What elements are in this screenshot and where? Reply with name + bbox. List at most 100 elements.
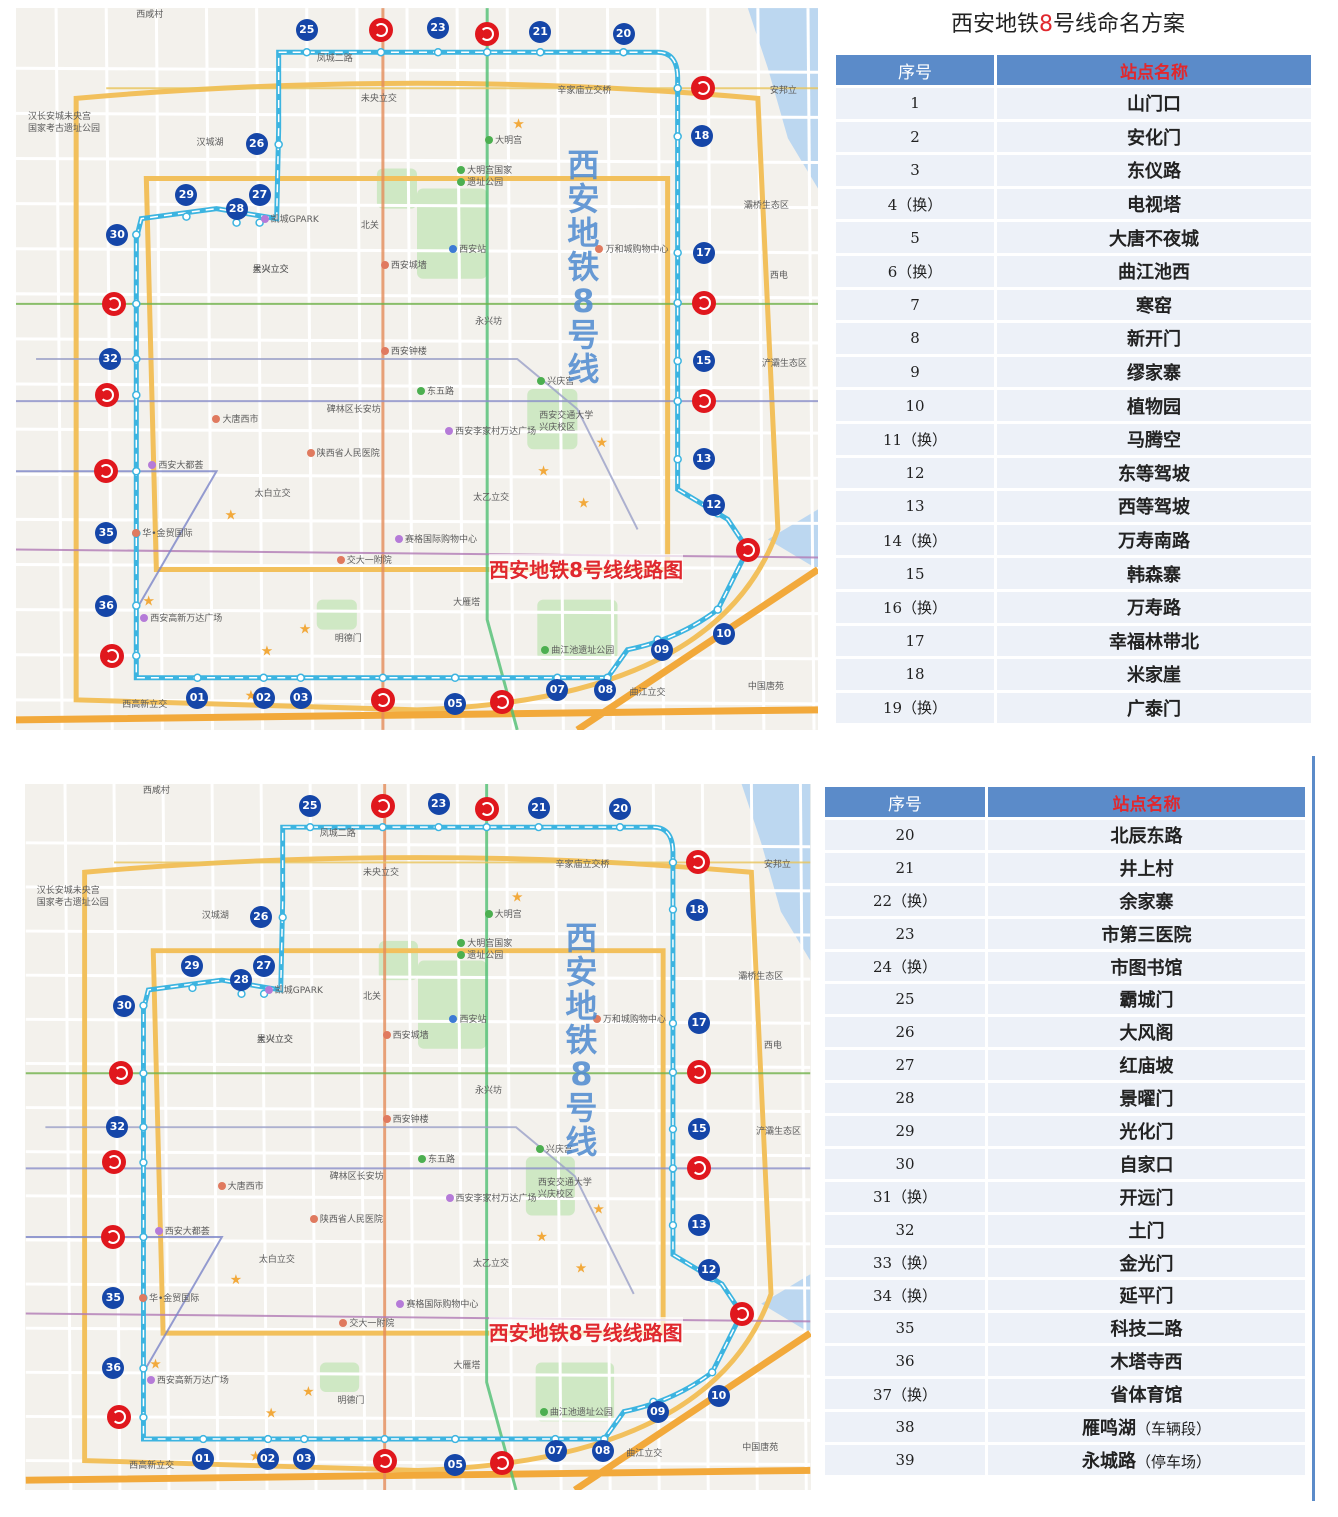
route-station-dot [673, 356, 682, 366]
metro-line [25, 1236, 224, 1373]
table-row: 27 红庙坡 [825, 1050, 1308, 1081]
station-number-badge: 17 [687, 1012, 710, 1035]
map-label: 兴庆宫 [536, 1145, 573, 1155]
station-index: 14（换） [836, 524, 997, 556]
station-name-cell: 井上村 [988, 852, 1308, 883]
transfer-station-icon [102, 291, 127, 316]
station-name-cell: 北辰东路 [988, 820, 1308, 850]
station-index: 39 [825, 1444, 988, 1475]
park-area [537, 599, 618, 660]
map-label: 碑林区长安坊 [326, 405, 381, 416]
station-index: 13 [836, 491, 997, 522]
map-label: 汉城湖 [201, 911, 229, 922]
title-pre: 西安地铁 [950, 12, 1039, 37]
station-index: 1 [836, 88, 997, 119]
station-number-badge: 07 [546, 678, 569, 701]
station-number-badge: 10 [712, 622, 735, 645]
station-number-badge: 02 [252, 686, 275, 709]
station-number-badge: 18 [686, 898, 709, 921]
table-row: 29 光化门 [825, 1116, 1308, 1146]
station-name-cell: 科技二路 [988, 1313, 1308, 1344]
station-index: 33（换） [825, 1247, 988, 1278]
station-name: 新开门 [1127, 329, 1181, 351]
route-station-dot [380, 1434, 389, 1444]
route-station-dot [182, 212, 191, 221]
map-label: 西安大都荟 [155, 1227, 210, 1237]
road [605, 8, 615, 730]
station-number-badge: 08 [594, 678, 617, 701]
map-label: 西高新立交 [122, 699, 168, 710]
route-station-dot [139, 1123, 148, 1132]
road [25, 1238, 811, 1246]
map-label: 万和城购物中心 [593, 1015, 666, 1025]
table-row: 14（换） 万寿南路 [836, 524, 1314, 556]
map-label: 遗址公园 [457, 178, 503, 188]
map-label: 大明宫 [485, 910, 522, 920]
road [357, 784, 367, 1490]
station-index: 21 [825, 852, 988, 883]
station-name-cell: 万寿路 [997, 591, 1314, 623]
station-number-badge: 17 [692, 241, 715, 264]
map-label: 西高新立交 [129, 1460, 175, 1471]
vertical-title-char: 号 [567, 316, 600, 355]
park-area [527, 389, 578, 450]
transfer-station-icon [730, 1301, 755, 1326]
map-label: 辛家庙立交桥 [555, 860, 610, 871]
vertical-title-char: 西 [565, 919, 598, 958]
route-station-dot [132, 354, 141, 364]
landmark-star-icon: ★ [575, 1260, 587, 1276]
map-label: 浐灞生态区 [761, 358, 807, 369]
road [25, 885, 811, 893]
station-number-badge: 10 [707, 1384, 730, 1407]
map-label: 华•金贸国际 [132, 529, 192, 539]
map-label: 曲江池遗址公园 [541, 646, 614, 656]
table-row: 19（换） 广泰门 [836, 692, 1314, 724]
station-index: 16（换） [836, 591, 997, 623]
landmark-star-icon: ★ [595, 435, 608, 451]
station-name-cell: 市图书馆 [988, 951, 1308, 982]
line8-route [133, 49, 751, 681]
route-station-dot [139, 1069, 148, 1078]
transfer-station-icon [690, 76, 715, 101]
route-station-dot [668, 858, 678, 867]
station-number-badge: 18 [690, 125, 713, 148]
map-label: 大兴立交 [256, 1035, 293, 1046]
transfer-station-icon [95, 383, 120, 408]
col-header-name: 站点名称 [988, 787, 1308, 817]
table-row: 24（换） 市图书馆 [825, 951, 1308, 982]
divider-line [1312, 756, 1315, 1501]
station-number-badge: 28 [230, 969, 253, 992]
route-station-dot [668, 1124, 678, 1134]
map-label: 大雁塔 [453, 597, 481, 608]
table-row: 5 大唐不夜城 [836, 222, 1314, 253]
station-name: 大风阁 [1119, 1023, 1174, 1045]
station-number-badge: 27 [248, 183, 271, 206]
road [204, 8, 214, 730]
route-station-dot [451, 1434, 460, 1444]
transfer-station-icon [474, 797, 499, 822]
station-number-badge: 29 [181, 955, 204, 978]
station-number-badge: 20 [609, 798, 632, 821]
table-row: 9 缪家寨 [836, 356, 1314, 388]
landmark-star-icon: ★ [142, 594, 155, 610]
table-row: 12 东等驾坡 [836, 457, 1314, 489]
road [25, 973, 811, 981]
col-header-index: 序号 [836, 55, 997, 85]
road [455, 8, 465, 730]
transfer-station-icon [102, 1150, 127, 1175]
route-map-1: ★ ★ ★ ★ ★ ★ ★ ★ ★ 西咸村 汉长安城未央宫 国家考古遗址公园 凤城二路 未央立交 辛家庙立交… [16, 8, 818, 730]
route-station-dot [707, 1368, 717, 1377]
route-station-dot [482, 822, 491, 832]
transfer-station-icon [368, 18, 393, 43]
vertical-title-char: 线 [567, 350, 600, 389]
station-name-cell: 金光门 [988, 1247, 1308, 1278]
station-number-badge: 20 [612, 23, 635, 46]
map-label: 西安站 [449, 1015, 486, 1025]
route-map-2: ★ ★ ★ ★ ★ ★ ★ ★ ★ 西咸村 汉长安城未央宫 国家考古遗址公园 凤城二路 未央立交 辛家庙立交… [25, 784, 811, 1490]
station-number-badge: 26 [245, 133, 268, 156]
station-name: 红庙坡 [1119, 1056, 1174, 1078]
transfer-station-icon [94, 459, 119, 484]
landmark-star-icon: ★ [302, 1384, 314, 1400]
transfer-station-icon [686, 1156, 711, 1181]
station-index: 5 [836, 222, 997, 253]
